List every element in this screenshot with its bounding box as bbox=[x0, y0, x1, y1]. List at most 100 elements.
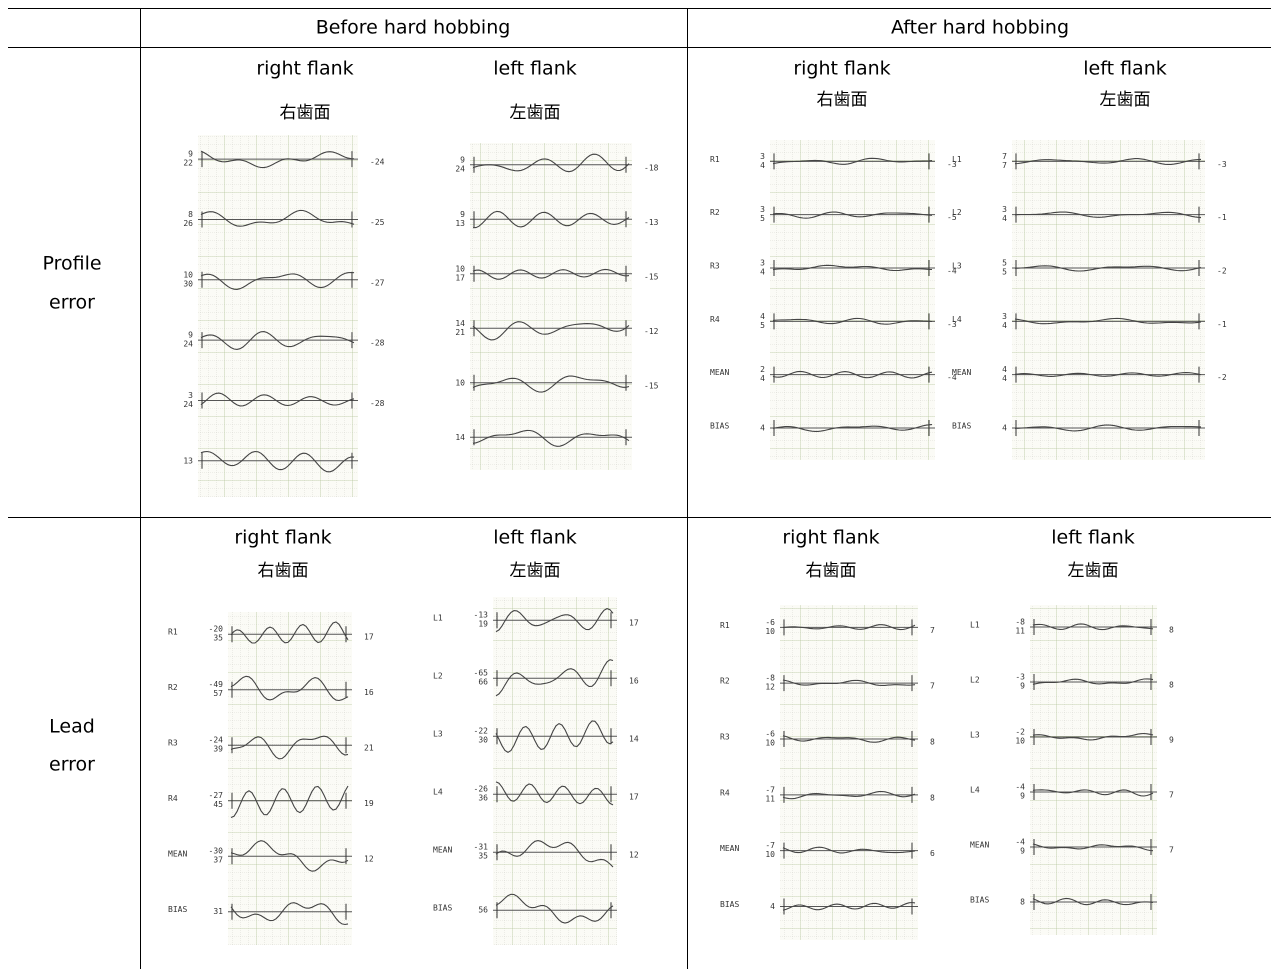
row-name: L2 bbox=[433, 672, 443, 681]
chart-grid bbox=[493, 597, 617, 945]
trace bbox=[495, 659, 614, 697]
trace bbox=[230, 902, 349, 926]
row-value-right: 8 bbox=[930, 738, 935, 747]
row-name: R3 bbox=[720, 733, 730, 742]
row-name: MEAN bbox=[970, 841, 989, 850]
row-value-top: 3 bbox=[1002, 205, 1007, 214]
row-name: R4 bbox=[168, 794, 178, 803]
panel-title-jp: 右歯面 bbox=[258, 561, 309, 581]
trace bbox=[230, 735, 349, 760]
trace bbox=[230, 621, 349, 644]
trace bbox=[782, 846, 916, 854]
row-value-right: 12 bbox=[629, 851, 639, 860]
row-value-top: 4 bbox=[760, 312, 765, 321]
row-value-bottom: 5 bbox=[760, 321, 765, 330]
row-value-bottom: 26 bbox=[183, 219, 193, 228]
row-name: MEAN bbox=[952, 368, 971, 377]
row-value-bottom: 36 bbox=[478, 794, 488, 803]
panel-title-jp: 右歯面 bbox=[806, 561, 857, 581]
row-value-bottom: 66 bbox=[478, 678, 488, 687]
trace bbox=[472, 321, 630, 341]
trace bbox=[472, 153, 630, 173]
panel-title-jp: 左歯面 bbox=[510, 561, 561, 581]
trace bbox=[1014, 424, 1202, 432]
row-value-right: 7 bbox=[930, 682, 935, 691]
trace bbox=[772, 424, 933, 432]
row-value-top: 3 bbox=[760, 152, 765, 161]
row-value-right: 8 bbox=[930, 793, 935, 802]
row-value: 31 bbox=[213, 907, 223, 916]
trace bbox=[1014, 211, 1202, 219]
row-value-top: -7 bbox=[765, 785, 775, 794]
row-value-right: 16 bbox=[364, 688, 374, 697]
row-name: L3 bbox=[952, 262, 962, 271]
trace bbox=[472, 429, 630, 447]
row-value-top: 4 bbox=[1002, 365, 1007, 374]
row-value: 56 bbox=[478, 906, 488, 915]
row-value-right: 9 bbox=[1169, 736, 1174, 745]
trace bbox=[200, 209, 355, 227]
trace bbox=[782, 679, 916, 686]
row-value-bottom: 7 bbox=[1002, 161, 1007, 170]
row-value-top: -65 bbox=[474, 669, 489, 678]
row-value-bottom: 19 bbox=[478, 620, 488, 629]
row-value-top: -7 bbox=[765, 841, 775, 850]
row-value-bottom: 22 bbox=[183, 159, 193, 168]
trace bbox=[1032, 897, 1154, 906]
row-header: Profile bbox=[42, 253, 101, 275]
row-value-top: 3 bbox=[188, 391, 193, 400]
trace bbox=[495, 720, 614, 754]
row-value-bottom: 57 bbox=[213, 689, 223, 698]
row-value-right: 17 bbox=[364, 633, 374, 642]
row-value-top: 3 bbox=[760, 259, 765, 268]
table-frame bbox=[8, 8, 1271, 969]
chart-grid bbox=[780, 605, 918, 940]
row-value-top: 7 bbox=[1002, 152, 1007, 161]
row-value-right: 17 bbox=[629, 793, 639, 802]
row-value-top: 9 bbox=[188, 150, 193, 159]
row-value-top: 8 bbox=[188, 210, 193, 219]
trace bbox=[1032, 678, 1154, 685]
row-name: R4 bbox=[710, 315, 720, 324]
row-name: L3 bbox=[970, 731, 980, 740]
row-value-bottom: 4 bbox=[760, 268, 765, 277]
row-name: R4 bbox=[720, 788, 730, 797]
trace bbox=[230, 675, 349, 702]
trace bbox=[782, 790, 916, 800]
panel-title-jp: 左歯面 bbox=[510, 103, 561, 123]
row-value-top: -13 bbox=[474, 611, 489, 620]
row-name: L4 bbox=[433, 788, 443, 797]
panel-title: right flank bbox=[234, 527, 331, 549]
row-header: Lead bbox=[49, 716, 95, 738]
row-name: R1 bbox=[168, 628, 178, 637]
row-value-bottom: 30 bbox=[183, 279, 193, 288]
row-value-top: -8 bbox=[1015, 618, 1025, 627]
row-value-right: 7 bbox=[1169, 846, 1174, 855]
row-value-bottom: 10 bbox=[1015, 737, 1025, 746]
trace bbox=[200, 331, 355, 350]
chart-grid bbox=[470, 143, 632, 470]
trace bbox=[1014, 158, 1202, 165]
row-value-right: -13 bbox=[644, 218, 659, 227]
trace bbox=[772, 317, 933, 325]
panel-title: left flank bbox=[1051, 527, 1134, 549]
row-name: BIAS bbox=[970, 896, 989, 905]
column-header: Before hard hobbing bbox=[316, 17, 511, 39]
row-value: 4 bbox=[760, 424, 765, 433]
trace bbox=[472, 210, 630, 229]
row-value-right: -2 bbox=[1217, 267, 1227, 276]
row-name: BIAS bbox=[433, 904, 452, 913]
row-value-bottom: 9 bbox=[1020, 682, 1025, 691]
trace bbox=[782, 901, 916, 911]
row-value-right: -25 bbox=[370, 218, 385, 227]
row-value-right: -3 bbox=[947, 160, 957, 169]
row-value-top: 2 bbox=[760, 365, 765, 374]
trace bbox=[1014, 372, 1202, 377]
row-name: L1 bbox=[433, 614, 443, 623]
row-value-top: 9 bbox=[460, 210, 465, 219]
trace bbox=[772, 370, 933, 379]
row-value-bottom: 4 bbox=[1002, 214, 1007, 223]
row-name: L3 bbox=[433, 730, 443, 739]
row-value-bottom: 13 bbox=[455, 219, 465, 228]
